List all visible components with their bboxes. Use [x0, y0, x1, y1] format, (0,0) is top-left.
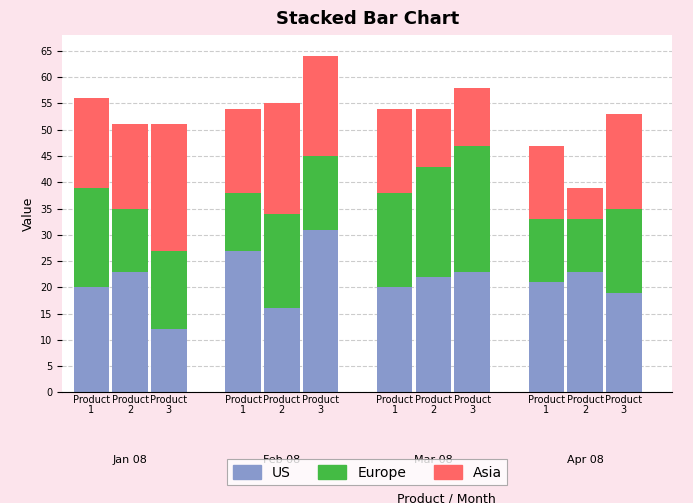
Bar	[606, 209, 642, 293]
Bar	[529, 282, 564, 392]
Bar	[568, 188, 603, 219]
Bar	[303, 156, 338, 229]
Bar	[151, 329, 186, 392]
Bar	[73, 98, 109, 188]
Bar	[264, 214, 299, 308]
Bar	[416, 109, 451, 166]
Bar	[455, 88, 490, 145]
Bar	[455, 145, 490, 272]
Bar	[303, 229, 338, 392]
Bar	[416, 166, 451, 277]
Bar	[377, 109, 412, 193]
Title: Stacked Bar Chart: Stacked Bar Chart	[276, 10, 459, 28]
Bar	[264, 104, 299, 214]
Bar	[606, 114, 642, 209]
Bar	[151, 124, 186, 250]
Bar	[606, 293, 642, 392]
Bar	[529, 145, 564, 219]
Bar	[568, 272, 603, 392]
Bar	[568, 219, 603, 272]
Bar	[112, 124, 148, 209]
Bar	[455, 272, 490, 392]
Text: Jan 08: Jan 08	[113, 455, 148, 465]
Bar	[73, 287, 109, 392]
Bar	[225, 193, 261, 250]
Bar	[112, 209, 148, 272]
Bar	[225, 250, 261, 392]
Bar	[377, 193, 412, 287]
Text: Mar 08: Mar 08	[414, 455, 453, 465]
Bar	[303, 56, 338, 156]
Text: Apr 08: Apr 08	[567, 455, 604, 465]
Legend: US, Europe, Asia: US, Europe, Asia	[227, 459, 507, 485]
Bar	[377, 287, 412, 392]
Bar	[73, 188, 109, 287]
Bar	[264, 308, 299, 392]
Text: Feb 08: Feb 08	[263, 455, 300, 465]
Bar	[529, 219, 564, 282]
Y-axis label: Value: Value	[21, 197, 35, 231]
Bar	[151, 250, 186, 329]
Text: Product / Month: Product / Month	[397, 492, 495, 503]
Bar	[416, 277, 451, 392]
Bar	[112, 272, 148, 392]
Bar	[225, 109, 261, 193]
